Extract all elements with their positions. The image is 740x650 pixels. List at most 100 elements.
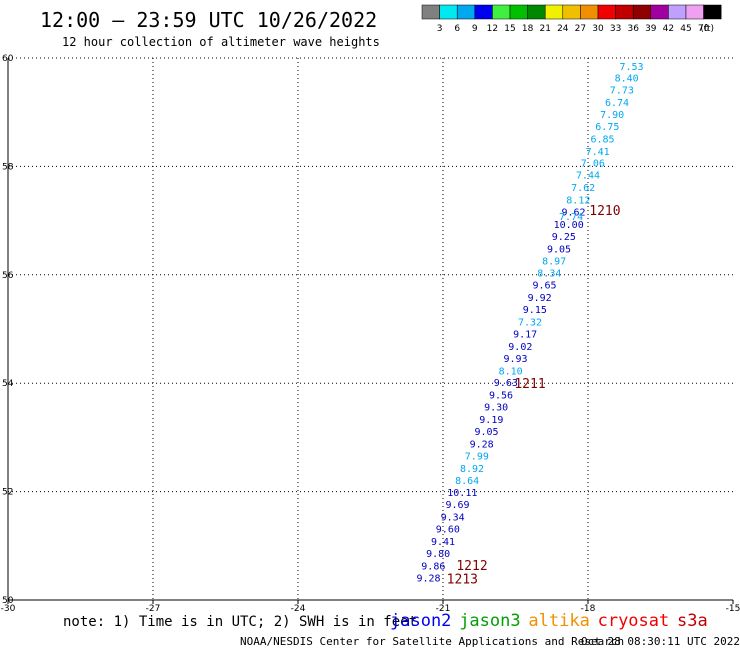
pass-number-label: 1212 xyxy=(456,559,487,574)
swh-point-label: 8.34 xyxy=(537,269,561,280)
legend-item-altika: altika xyxy=(528,611,589,631)
x-tick-label: -27 xyxy=(146,604,161,614)
colorbar-swatch xyxy=(562,4,581,20)
colorbar-tick-label: 39 xyxy=(645,24,657,34)
swh-point-label: 9.65 xyxy=(532,281,556,292)
colorbar-swatch xyxy=(527,4,546,20)
swh-point-label: 7.73 xyxy=(610,86,634,97)
colorbar-tick-label: 21 xyxy=(539,24,550,34)
swh-point-label: 9.05 xyxy=(474,427,498,438)
pass-number-label: 1211 xyxy=(514,377,545,392)
swh-point-label: 7.06 xyxy=(581,159,605,170)
swh-point-label: 9.56 xyxy=(489,391,513,402)
colorbar-tick-label: 15 xyxy=(504,24,515,34)
colorbar-tick-label: 24 xyxy=(557,24,569,34)
swh-point-label: 8.97 xyxy=(542,256,566,267)
swh-point-label: 8.64 xyxy=(455,476,479,487)
colorbar-tick-label: 70 xyxy=(698,24,710,34)
colorbar-swatch xyxy=(580,4,599,20)
swh-point-label: 7.90 xyxy=(600,110,624,121)
swh-point-label: 9.30 xyxy=(484,403,508,414)
colorbar-tick-label: 9 xyxy=(472,24,478,34)
swh-point-label: 9.02 xyxy=(508,342,532,353)
colorbar-tick-label: 42 xyxy=(663,24,674,34)
swh-point-label: 10.00 xyxy=(554,220,584,231)
axis-tick-labels: -30 -27 -24 -21 -18 -15 50 52 54 56 58 60 xyxy=(1,54,740,614)
colorbar-tick-label: 3 xyxy=(437,24,443,34)
colorbar-swatch xyxy=(668,4,687,20)
colorbar-swatch xyxy=(650,4,669,20)
colorbar-tick-label: 36 xyxy=(627,24,639,34)
swh-point-label: 9.28 xyxy=(470,439,494,450)
colorbar-swatch xyxy=(615,4,634,20)
pass-number-label: 1210 xyxy=(589,204,620,219)
page-title: 12:00 – 23:59 UTC 10/26/2022 xyxy=(40,8,377,32)
footer-credit: NOAA/NESDIS Center for Satellite Applica… xyxy=(240,635,624,648)
swh-point-label: 10.11 xyxy=(447,488,477,499)
y-tick-label: 54 xyxy=(2,379,14,389)
colorbar-tick-label: 33 xyxy=(610,24,621,34)
colorbar-tick-label: 18 xyxy=(522,24,534,34)
y-tick-label: 50 xyxy=(2,596,14,606)
swh-point-label: 9.63 xyxy=(494,378,518,389)
colorbar-swatch xyxy=(474,4,493,20)
chart-subtitle: 12 hour collection of altimeter wave hei… xyxy=(62,35,380,49)
colorbar-swatch xyxy=(492,4,511,20)
swh-point-label: 7.44 xyxy=(576,171,600,182)
colorbar-swatch xyxy=(421,4,440,20)
swh-point-label: 7.32 xyxy=(518,317,542,328)
swh-point-label: 9.93 xyxy=(503,354,527,365)
swh-point-label: 9.86 xyxy=(421,561,445,572)
colorbar-tick-label: 6 xyxy=(454,24,460,34)
swh-point-label: 7.62 xyxy=(571,183,595,194)
colorbar-tick-label: 30 xyxy=(592,24,604,34)
x-tick-label: -24 xyxy=(291,604,306,614)
legend-item-cryosat: cryosat xyxy=(598,611,670,631)
swh-point-label: 9.60 xyxy=(436,525,460,536)
colorbar-swatch xyxy=(597,4,616,20)
colorbar-unit: (ft) xyxy=(700,24,714,34)
x-tick-label: -21 xyxy=(436,604,451,614)
swh-point-label: 7.41 xyxy=(586,147,610,158)
swh-point-label: 9.05 xyxy=(547,244,571,255)
colorbar-tick-label: 45 xyxy=(680,24,691,34)
swh-point-label: 8.92 xyxy=(460,464,484,475)
colorbar-swatch xyxy=(439,4,458,20)
plot-axes xyxy=(7,58,734,604)
swh-point-label: 9.15 xyxy=(523,305,547,316)
y-tick-label: 56 xyxy=(2,271,14,281)
y-tick-label: 58 xyxy=(2,162,14,172)
colorbar-swatch xyxy=(544,4,564,20)
pass-number-label: 1213 xyxy=(447,572,478,587)
swh-point-label: 7.74 xyxy=(559,212,583,223)
footer-timestamp: Oct 28 08:30:11 UTC 2022 xyxy=(581,635,740,648)
swh-point-label: 9.28 xyxy=(416,573,440,584)
y-tick-label: 60 xyxy=(2,54,14,64)
x-tick-label: -15 xyxy=(726,604,740,614)
swh-point-label: 9.69 xyxy=(445,500,469,511)
x-tick-label: -18 xyxy=(581,604,596,614)
plot-grid xyxy=(8,57,733,600)
y-tick-label: 52 xyxy=(2,488,13,498)
colorbar-swatch xyxy=(456,4,476,20)
data-points: 7.538.407.736.747.906.756.85 7.417.067.44… xyxy=(416,62,643,584)
colorbar-swatch xyxy=(703,4,722,20)
colorbar-tick-label: 27 xyxy=(575,24,586,34)
swh-point-label: 9.80 xyxy=(426,549,450,560)
swh-point-label: 8.40 xyxy=(615,74,639,85)
x-tick-label: -30 xyxy=(1,604,16,614)
swh-point-label: 9.19 xyxy=(479,415,503,426)
swh-point-label: 6.74 xyxy=(605,98,629,109)
swh-point-label: 9.41 xyxy=(431,537,455,548)
swh-point-label: 9.17 xyxy=(513,329,537,340)
colorbar-legend: 3 6 9 12 15 18 21 24 27 30 33 36 39 42 45 70(ft) xyxy=(421,4,722,34)
satellite-legend: jason2 jason3 altika cryosat s3a xyxy=(390,611,708,631)
colorbar-swatch xyxy=(509,4,528,20)
swh-point-label: 9.25 xyxy=(552,232,576,243)
colorbar-swatch xyxy=(632,4,652,20)
footer-note: note: 1) Time is in UTC; 2) SWH is in fe… xyxy=(63,614,417,630)
swh-point-label: 7.99 xyxy=(465,451,489,462)
